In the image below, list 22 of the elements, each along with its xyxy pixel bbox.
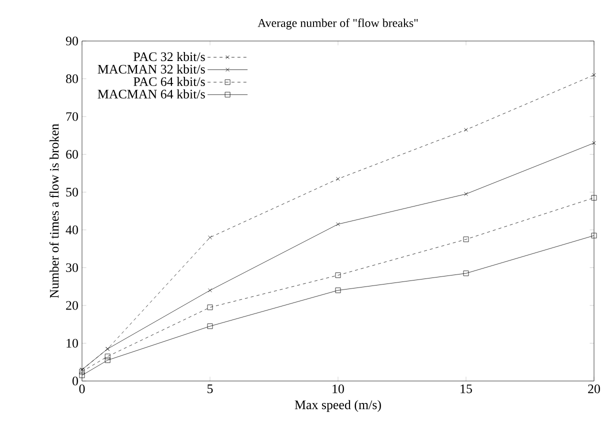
y-tick-label: 10 bbox=[66, 338, 78, 348]
x-tick-label: 5 bbox=[208, 384, 213, 394]
y-tick-label: 70 bbox=[66, 112, 78, 121]
y-tick-label: 80 bbox=[66, 74, 78, 84]
x-tick-label: 10 bbox=[332, 384, 344, 394]
y-axis-title: Number of times a flow is broken bbox=[49, 124, 59, 298]
x-axis-title: Max speed (m/s) bbox=[294, 400, 381, 412]
y-tick-label: 40 bbox=[66, 226, 78, 234]
x-tick-label: 0 bbox=[79, 384, 85, 394]
legend-label: PAC 64 kbit/s bbox=[134, 76, 205, 86]
y-tick-label: 50 bbox=[66, 188, 78, 196]
y-tick-label: 30 bbox=[66, 263, 78, 272]
y-tick-label: 20 bbox=[66, 301, 78, 310]
x-tick-label: 20 bbox=[588, 384, 600, 394]
chart-title: Average number of "flow breaks" bbox=[258, 18, 418, 30]
y-tick-label: 60 bbox=[66, 150, 78, 159]
y-tick-label: 90 bbox=[66, 36, 78, 46]
legend-label: MACMAN 64 kbit/s bbox=[98, 89, 205, 98]
x-tick-label: 15 bbox=[460, 384, 472, 394]
y-tick-label: 0 bbox=[72, 376, 78, 386]
legend-label: PAC 32 kbit/s bbox=[134, 52, 205, 62]
legend-label: MACMAN 32 kbit/s bbox=[98, 64, 205, 74]
